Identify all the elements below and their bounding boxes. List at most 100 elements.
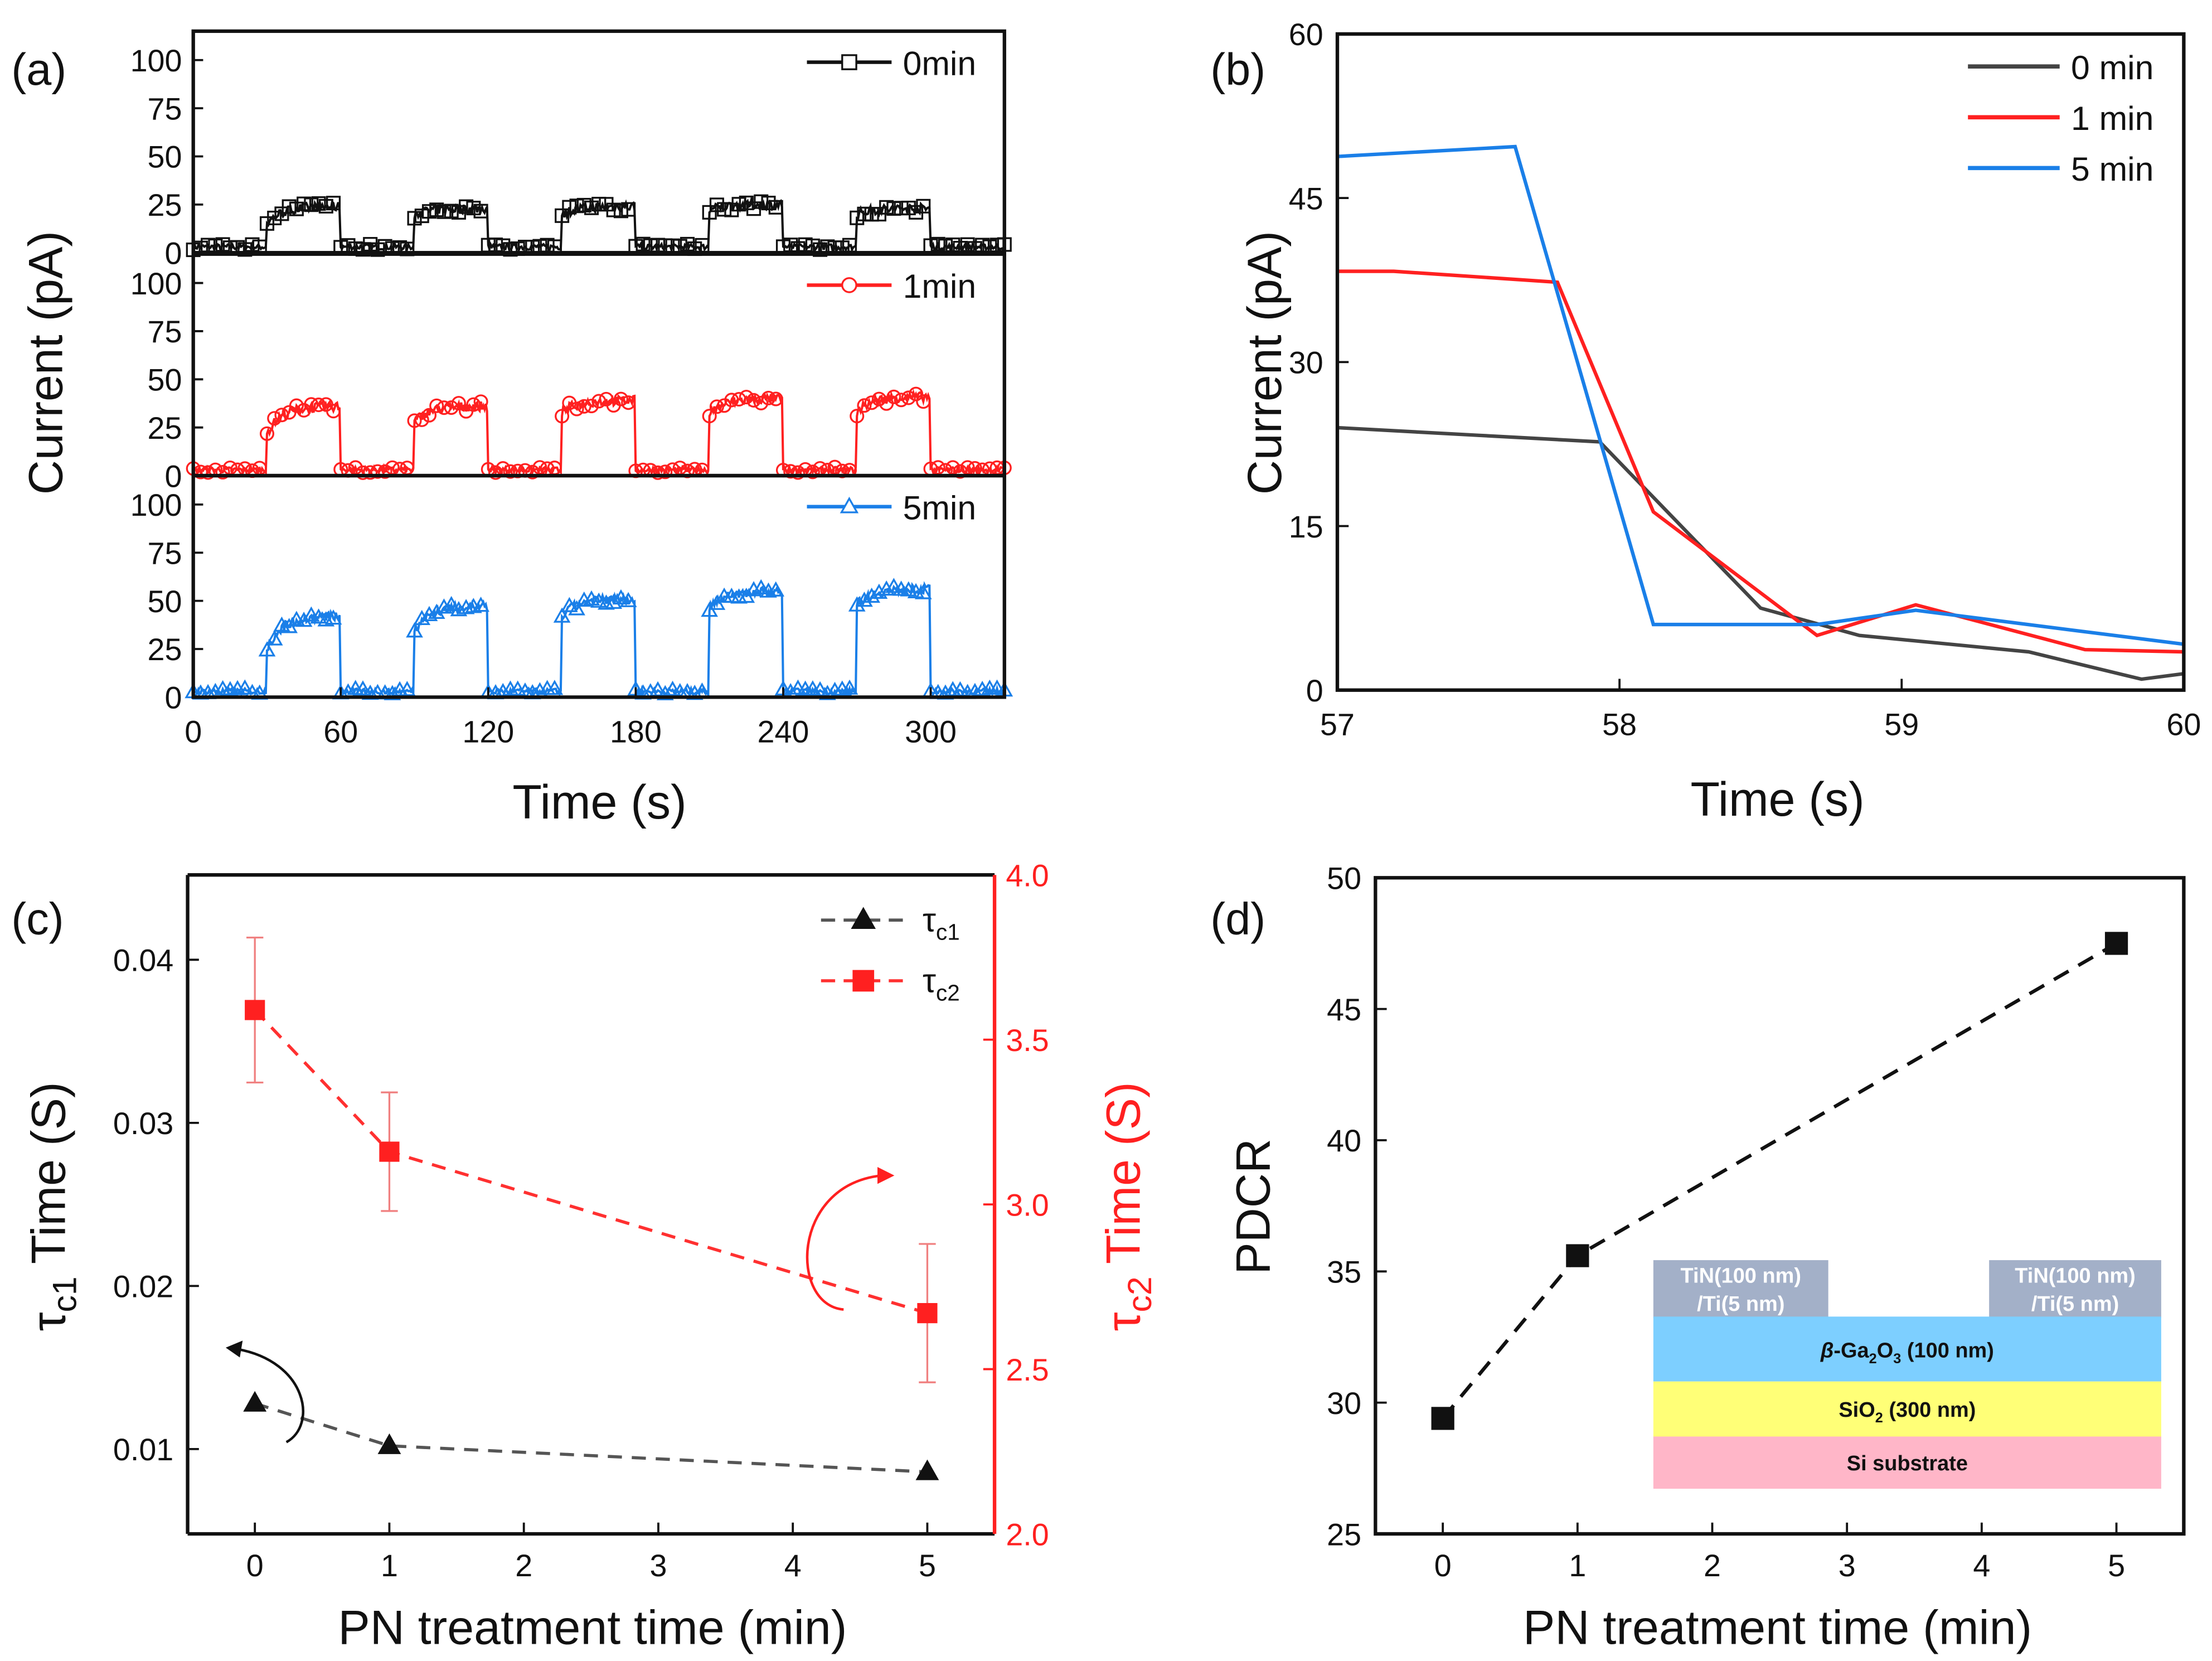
data-point (384, 685, 401, 700)
data-point (303, 606, 320, 622)
data-point (619, 592, 637, 607)
si-substrate-label: Si substrate (1847, 1452, 1968, 1475)
y-tick-label-right: 2.5 (1006, 1353, 1049, 1387)
data-point (569, 198, 584, 214)
data-point (768, 391, 783, 406)
data-point (443, 595, 460, 612)
x-tick-label: 59 (1884, 708, 1919, 742)
data-point (894, 393, 909, 408)
legend-label: 1 min (2071, 99, 2153, 137)
data-point (636, 236, 651, 251)
x-tick-label: 2 (515, 1548, 532, 1583)
contact-left-line2: /Ti(5 nm) (1697, 1292, 1784, 1316)
arrowhead-right-icon (877, 1167, 895, 1184)
y-tick-label: 30 (1289, 346, 1323, 380)
data-point (429, 398, 444, 413)
x-tick-label: 2 (1704, 1548, 1721, 1583)
legend-marker (841, 54, 857, 70)
data-point (421, 408, 437, 423)
legend-marker (851, 907, 876, 929)
si-substrate-layer (1653, 1436, 2161, 1489)
legend-label: τc1 (923, 900, 960, 945)
legend-label: 5min (903, 489, 977, 527)
data-point (841, 679, 858, 695)
data-point (863, 587, 881, 603)
y-tick-label: 35 (1327, 1255, 1361, 1290)
data-point (311, 196, 326, 211)
data-point (215, 237, 230, 252)
contact-left-line1: TiN(100 nm) (1681, 1265, 1801, 1288)
y-tick-label: 0 (164, 236, 182, 270)
data-point (560, 597, 578, 612)
x-tick-label: 60 (2166, 708, 2201, 742)
data-point (717, 202, 732, 217)
data-point (267, 210, 282, 225)
data-point (555, 409, 570, 424)
data-point (297, 196, 312, 211)
data-point (864, 207, 879, 222)
data-point (370, 242, 385, 257)
y-tick-label-right: 3.0 (1006, 1188, 1049, 1222)
data-point (326, 404, 341, 419)
data-line (254, 1402, 928, 1474)
x-tick-label: 3 (1839, 1548, 1856, 1583)
data-point (613, 391, 628, 406)
data-point (259, 426, 275, 441)
panel-c-ylabel-left: τc1 Time (S) (22, 1082, 83, 1331)
data-point (201, 465, 216, 480)
data-point (702, 409, 717, 424)
series-line-5min (1337, 144, 2184, 646)
data-point (916, 394, 931, 409)
data-point (258, 641, 276, 657)
data-point (503, 464, 518, 479)
legend-label: τc2 (923, 961, 960, 1005)
data-point (273, 616, 290, 632)
data-point (555, 208, 570, 223)
panel-a-xlabel: Time (s) (512, 776, 686, 829)
data-point (870, 583, 888, 599)
panel-b: 0 15 30 45 60 57 58 59 60 0 min 1 min 5 min (1289, 17, 2201, 742)
ga2o3-layer (1653, 1316, 2161, 1382)
legend-label: 0 min (2071, 49, 2153, 86)
data-point (754, 194, 769, 209)
data-point (546, 680, 564, 695)
data-point (451, 396, 466, 411)
data-point (274, 408, 289, 423)
data-point (289, 398, 304, 413)
data-point (576, 197, 591, 213)
device-structure-inset: TiN(100 nm) /Ti(5 nm) TiN(100 nm) /Ti(5 … (1653, 1260, 2161, 1489)
data-line (193, 581, 1006, 699)
x-tick-label: 0 (1434, 1548, 1452, 1583)
data-point (429, 202, 444, 217)
panel-label-a: (a) (11, 45, 66, 95)
y-tick-label-left: 0.03 (113, 1106, 173, 1141)
series-0min (186, 194, 1012, 258)
x-tick-label: 3 (649, 1548, 667, 1583)
data-point (318, 198, 333, 214)
data-point (930, 460, 945, 475)
legend-marker (841, 277, 857, 293)
contact-right-line2: /Ti(5 nm) (2031, 1292, 2119, 1316)
data-point (612, 589, 630, 605)
data-point (621, 202, 636, 217)
data-point (444, 400, 459, 415)
arrow-to-left-axis-icon (236, 1348, 304, 1444)
data-point (591, 394, 607, 409)
data-point (988, 679, 1006, 695)
data-point (613, 204, 628, 219)
data-point (436, 204, 452, 219)
arrowhead-left-icon (225, 1340, 243, 1358)
data-line (254, 1009, 928, 1315)
data-point (680, 236, 695, 251)
y-tick-label: 50 (148, 363, 182, 398)
data-point (407, 211, 422, 226)
data-point (473, 394, 488, 409)
data-point (280, 618, 298, 633)
data-point (871, 391, 886, 406)
y-tick-label-right: 2.0 (1006, 1517, 1049, 1552)
x-tick-label: 0 (246, 1548, 264, 1583)
data-point (960, 460, 975, 475)
x-tick-label: 5 (919, 1548, 936, 1583)
series-line-1min (1337, 269, 2184, 654)
data-point (584, 200, 599, 215)
